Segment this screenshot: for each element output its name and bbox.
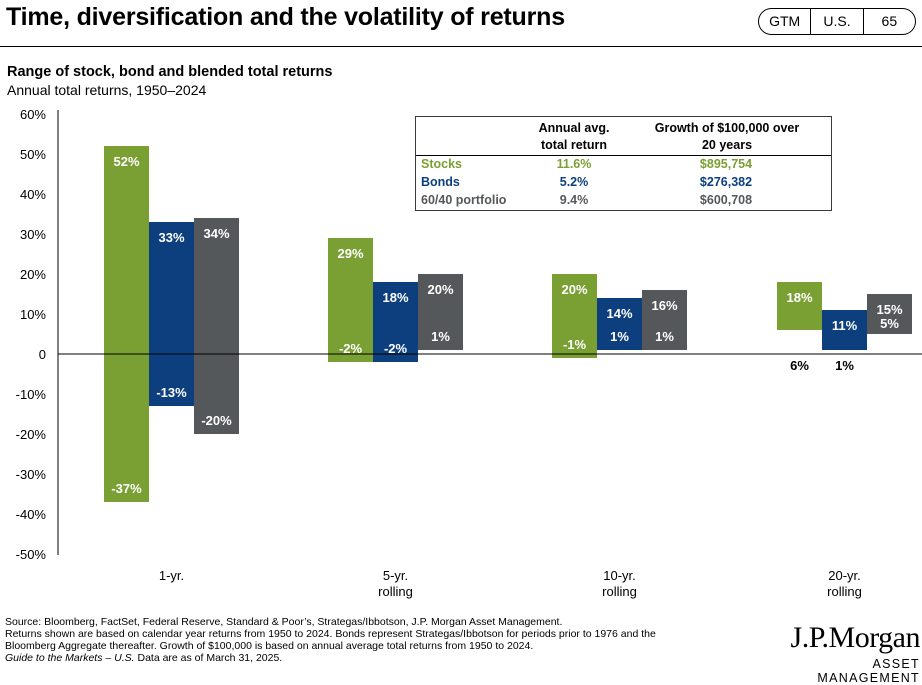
- y-tick-label: 0: [39, 347, 46, 362]
- bar-bonds: [373, 282, 418, 362]
- bar-min-label: -20%: [201, 413, 232, 428]
- y-tick-label: 50%: [20, 147, 46, 162]
- bar-bonds: [822, 310, 867, 350]
- logo-subtitle: ASSET MANAGEMENT: [817, 657, 920, 685]
- bar-60-40-portfolio: [194, 218, 239, 434]
- footnote-source: Source: Bloomberg, FactSet, Federal Rese…: [5, 616, 563, 628]
- category-label: 20-yr.: [828, 568, 861, 583]
- row-name: 60/40 portfolio: [421, 193, 507, 207]
- bar-max-label: 20%: [427, 282, 453, 297]
- row-growth: $276,382: [699, 175, 753, 189]
- bar-stocks: [552, 274, 597, 358]
- bar-min-label: -2%: [384, 341, 408, 356]
- bar-max-label: 33%: [158, 230, 184, 245]
- bar-min-label: -1%: [563, 337, 587, 352]
- logo-wordmark: J.P.Morgan: [790, 621, 921, 654]
- row-return: 5.2%: [559, 175, 589, 189]
- y-tick-label: 10%: [20, 307, 46, 322]
- bar-max-label: 34%: [203, 226, 229, 241]
- table-header-return: Annual avg. total return: [516, 120, 632, 154]
- category-label: rolling: [378, 584, 413, 599]
- header-growth-line1: Growth of $100,000 over: [654, 121, 800, 135]
- category-label: rolling: [602, 584, 637, 599]
- y-tick-label: 60%: [20, 107, 46, 122]
- bar-bonds: [149, 222, 194, 406]
- row-return: 11.6%: [556, 157, 592, 171]
- bar-min-label: 6%: [790, 358, 809, 373]
- bar-60-40-portfolio: [642, 290, 687, 350]
- bar-min-label: 1%: [655, 329, 674, 344]
- table-row-portfolio: 60/40 portfolio 9.4% $600,708: [416, 191, 831, 209]
- badge-region: U.S.: [810, 9, 862, 34]
- footnote-method-2: Bloomberg Aggregate thereafter. Growth o…: [5, 640, 534, 652]
- chart-title: Range of stock, bond and blended total r…: [7, 64, 333, 80]
- header-return-line1: Annual avg.: [538, 121, 610, 135]
- bar-60-40-portfolio: [867, 294, 912, 334]
- bar-max-label: 18%: [382, 290, 408, 305]
- footnote: Source: Bloomberg, FactSet, Federal Rese…: [5, 616, 765, 664]
- category-label: 1-yr.: [159, 568, 184, 583]
- row-name: Stocks: [421, 157, 462, 171]
- y-tick-label: -20%: [16, 427, 47, 442]
- bar-bonds: [597, 298, 642, 350]
- guide-badge: GTM U.S. 65: [758, 8, 916, 35]
- bar-min-label: -2%: [339, 341, 363, 356]
- footnote-date: Guide to the Markets – U.S. Data are as …: [5, 652, 765, 664]
- category-label: 10-yr.: [603, 568, 636, 583]
- bar-min-label: 1%: [610, 329, 629, 344]
- bar-stocks: [328, 238, 373, 362]
- returns-summary-table: Annual avg. total return Growth of $100,…: [415, 116, 832, 211]
- bar-min-label: -37%: [111, 481, 142, 496]
- header-growth-line2: 20 years: [701, 138, 753, 152]
- y-tick-label: 20%: [20, 267, 46, 282]
- y-tick-label: 30%: [20, 227, 46, 242]
- chart-subtitle: Annual total returns, 1950–2024: [7, 82, 207, 98]
- bar-max-label: 14%: [606, 306, 632, 321]
- bar-max-label: 16%: [651, 298, 677, 313]
- category-label: rolling: [827, 584, 862, 599]
- bar-min-label: 1%: [835, 358, 854, 373]
- bar-max-label: 52%: [113, 154, 139, 169]
- bar-stocks: [104, 146, 149, 502]
- table-header-rule: [416, 155, 831, 156]
- bar-max-label: 15%: [876, 302, 902, 317]
- jpmorgan-logo: J.P.Morgan ASSET MANAGEMENT: [780, 621, 921, 685]
- row-growth: $895,754: [699, 157, 753, 171]
- title-divider: [0, 46, 922, 47]
- badge-page-number: 65: [862, 9, 915, 34]
- badge-gtm: GTM: [769, 13, 801, 29]
- row-growth: $600,708: [699, 193, 753, 207]
- table-row-stocks: Stocks 11.6% $895,754: [416, 155, 831, 173]
- y-tick-label: -10%: [16, 387, 47, 402]
- table-header-growth: Growth of $100,000 over 20 years: [632, 120, 822, 154]
- guide-name: Guide to the Markets – U.S.: [5, 652, 135, 664]
- category-label: 5-yr.: [383, 568, 408, 583]
- header-return-line2: total return: [541, 138, 607, 152]
- bar-max-label: 11%: [832, 318, 858, 333]
- y-tick-label: -30%: [16, 467, 47, 482]
- table-row-bonds: Bonds 5.2% $276,382: [416, 173, 831, 191]
- footnote-method-1: Returns shown are based on calendar year…: [5, 628, 656, 640]
- range-bar-chart: 60% 50% 40% 30% 20% 10% 0 -10% -20% -30% -40% -50% 5…: [16, 107, 922, 599]
- data-date: Data are as of March 31, 2025.: [134, 652, 283, 664]
- bar-60-40-portfolio: [418, 274, 463, 350]
- bar-min-label: 5%: [880, 316, 899, 331]
- page-title: Time, diversification and the volatility…: [6, 3, 565, 31]
- y-tick-label: -40%: [16, 507, 47, 522]
- bar-stocks: [777, 282, 822, 330]
- bar-min-label: -13%: [156, 385, 187, 400]
- bar-max-label: 18%: [786, 290, 812, 305]
- bar-max-label: 20%: [561, 282, 587, 297]
- y-tick-label: 40%: [20, 187, 46, 202]
- row-return: 9.4%: [559, 193, 589, 207]
- row-name: Bonds: [421, 175, 460, 189]
- bar-min-label: 1%: [431, 329, 450, 344]
- bar-max-label: 29%: [337, 246, 363, 261]
- y-tick-label: -50%: [16, 547, 47, 562]
